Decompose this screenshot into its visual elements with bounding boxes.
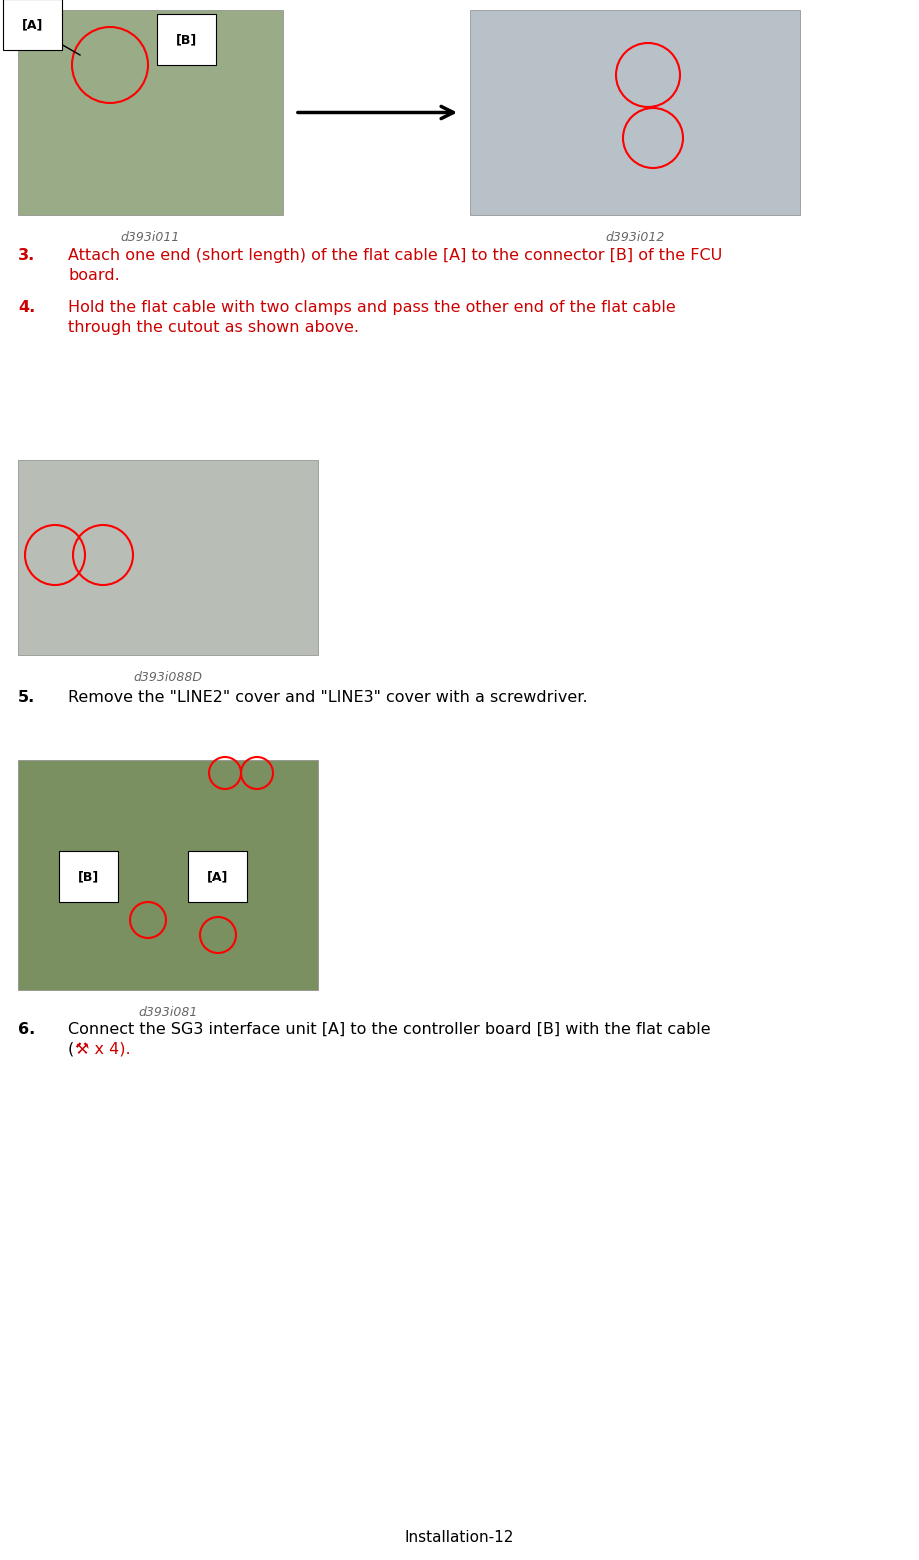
Text: (: ( — [68, 1042, 74, 1058]
Bar — [18, 460, 318, 655]
Text: 5.: 5. — [18, 690, 35, 705]
Text: [B]: [B] — [176, 33, 198, 45]
Text: 6.: 6. — [18, 1022, 35, 1037]
Text: board.: board. — [68, 268, 119, 282]
Text: d393i012: d393i012 — [606, 231, 664, 243]
Text: Attach one end (short length) of the flat cable [A] to the connector [B] of the : Attach one end (short length) of the fla… — [68, 248, 722, 264]
Text: Hold the flat cable with two clamps and pass the other end of the flat cable: Hold the flat cable with two clamps and … — [68, 300, 675, 315]
Text: Remove the "LINE2" cover and "LINE3" cover with a screwdriver.: Remove the "LINE2" cover and "LINE3" cov… — [68, 690, 587, 705]
Text: 3.: 3. — [18, 248, 35, 264]
Text: through the cutout as shown above.: through the cutout as shown above. — [68, 320, 359, 335]
Text: Connect the SG3 interface unit [A] to the controller board [B] with the flat cab: Connect the SG3 interface unit [A] to th… — [68, 1022, 710, 1037]
Text: d393i011: d393i011 — [120, 231, 180, 243]
Text: Installation-12: Installation-12 — [404, 1530, 514, 1544]
Text: [B]: [B] — [78, 870, 99, 883]
Bar — [470, 9, 800, 215]
Text: [A]: [A] — [22, 19, 43, 31]
Text: d393i088D: d393i088D — [133, 671, 202, 683]
Text: [A]: [A] — [207, 870, 229, 883]
Text: 4.: 4. — [18, 300, 35, 315]
Bar — [18, 9, 283, 215]
Bar — [18, 760, 318, 991]
Text: ⚒ x 4).: ⚒ x 4). — [75, 1042, 130, 1058]
Text: d393i081: d393i081 — [139, 1006, 198, 1019]
